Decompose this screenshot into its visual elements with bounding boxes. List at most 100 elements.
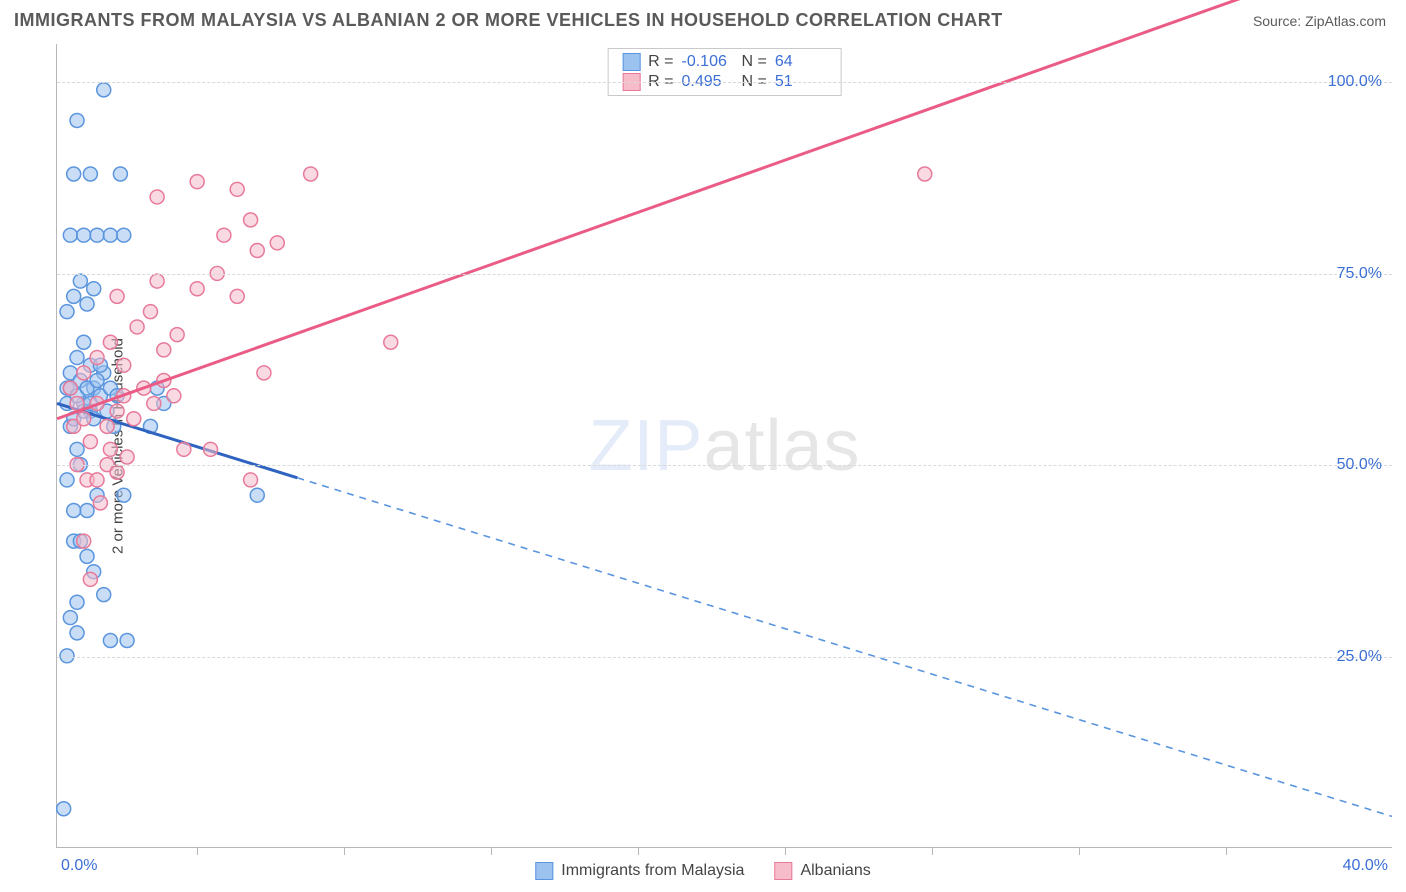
- scatter-point: [77, 335, 91, 349]
- legend-swatch: [535, 862, 553, 880]
- scatter-point: [83, 435, 97, 449]
- series-legend: Immigrants from Malaysia Albanians: [535, 862, 870, 880]
- scatter-point: [244, 213, 258, 227]
- scatter-point: [77, 412, 91, 426]
- x-tick: [197, 847, 198, 855]
- scatter-point: [97, 588, 111, 602]
- x-tick: [785, 847, 786, 855]
- scatter-point: [110, 465, 124, 479]
- scatter-point: [73, 274, 87, 288]
- scatter-point: [257, 366, 271, 380]
- scatter-point: [147, 396, 161, 410]
- scatter-point: [190, 282, 204, 296]
- scatter-point: [918, 167, 932, 181]
- x-tick-label: 40.0%: [1343, 857, 1388, 875]
- scatter-point: [103, 634, 117, 648]
- scatter-point: [157, 343, 171, 357]
- scatter-point: [70, 626, 84, 640]
- scatter-point: [80, 297, 94, 311]
- scatter-point: [103, 335, 117, 349]
- scatter-point: [230, 289, 244, 303]
- scatter-point: [117, 488, 131, 502]
- source-attribution: Source: ZipAtlas.com: [1253, 13, 1386, 29]
- legend-label: Immigrants from Malaysia: [561, 862, 744, 880]
- scatter-point: [177, 442, 191, 456]
- gridline: [57, 82, 1392, 83]
- scatter-point: [110, 404, 124, 418]
- x-tick: [932, 847, 933, 855]
- scatter-point: [250, 243, 264, 257]
- gridline: [57, 274, 1392, 275]
- scatter-point: [90, 473, 104, 487]
- scatter-point: [150, 190, 164, 204]
- scatter-point: [93, 496, 107, 510]
- scatter-point: [217, 228, 231, 242]
- scatter-point: [60, 305, 74, 319]
- chart-area: 2 or more Vehicles in Household ZIPatlas…: [14, 44, 1392, 848]
- scatter-point: [57, 802, 71, 816]
- y-tick-label: 100.0%: [1328, 73, 1382, 91]
- plot-region: ZIPatlas R =-0.106N =64R =0.495N =51 25.…: [56, 44, 1392, 848]
- scatter-point: [90, 374, 104, 388]
- scatter-point: [70, 351, 84, 365]
- chart-title: IMMIGRANTS FROM MALAYSIA VS ALBANIAN 2 O…: [14, 10, 1003, 31]
- scatter-point: [117, 228, 131, 242]
- scatter-point: [230, 182, 244, 196]
- scatter-point: [70, 442, 84, 456]
- scatter-point: [70, 595, 84, 609]
- scatter-point: [190, 175, 204, 189]
- scatter-point: [270, 236, 284, 250]
- x-tick: [638, 847, 639, 855]
- scatter-point: [87, 282, 101, 296]
- scatter-point: [204, 442, 218, 456]
- legend-label: Albanians: [800, 862, 870, 880]
- x-tick: [491, 847, 492, 855]
- scatter-point: [120, 450, 134, 464]
- scatter-point: [67, 504, 81, 518]
- scatter-point: [77, 228, 91, 242]
- scatter-point: [77, 366, 91, 380]
- y-tick-label: 50.0%: [1337, 456, 1382, 474]
- scatter-point: [244, 473, 258, 487]
- legend-item: Immigrants from Malaysia: [535, 862, 744, 880]
- trendline-dashed: [297, 478, 1392, 817]
- scatter-point: [80, 549, 94, 563]
- scatter-point: [63, 381, 77, 395]
- y-tick-label: 25.0%: [1337, 648, 1382, 666]
- scatter-point: [117, 358, 131, 372]
- scatter-point: [97, 83, 111, 97]
- scatter-point: [170, 328, 184, 342]
- gridline: [57, 465, 1392, 466]
- scatter-point: [103, 228, 117, 242]
- scatter-point: [83, 167, 97, 181]
- scatter-point: [150, 274, 164, 288]
- scatter-point: [250, 488, 264, 502]
- scatter-point: [130, 320, 144, 334]
- y-tick-label: 75.0%: [1337, 265, 1382, 283]
- scatter-point: [127, 412, 141, 426]
- scatter-point: [113, 167, 127, 181]
- scatter-point: [80, 504, 94, 518]
- gridline: [57, 657, 1392, 658]
- scatter-point: [90, 351, 104, 365]
- scatter-point: [77, 534, 91, 548]
- scatter-point: [110, 289, 124, 303]
- scatter-point: [60, 473, 74, 487]
- scatter-point: [67, 289, 81, 303]
- scatter-point: [143, 305, 157, 319]
- trendline-solid: [57, 0, 1392, 419]
- scatter-point: [90, 228, 104, 242]
- scatter-point: [100, 419, 114, 433]
- scatter-point: [63, 228, 77, 242]
- legend-item: Albanians: [774, 862, 870, 880]
- scatter-point: [167, 389, 181, 403]
- x-tick-label: 0.0%: [61, 857, 97, 875]
- x-tick: [1226, 847, 1227, 855]
- scatter-point: [304, 167, 318, 181]
- scatter-point: [384, 335, 398, 349]
- legend-swatch: [774, 862, 792, 880]
- scatter-point: [120, 634, 134, 648]
- scatter-point: [70, 113, 84, 127]
- x-tick: [344, 847, 345, 855]
- scatter-point: [67, 167, 81, 181]
